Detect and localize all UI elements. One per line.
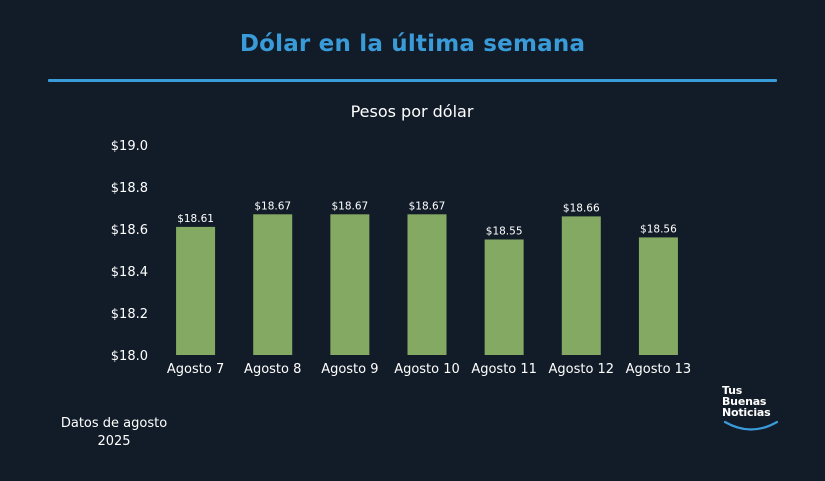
y-tick-label: $18.6 — [111, 223, 148, 238]
x-axis: Agosto 7 Agosto 8 Agosto 9 Agosto 10 Agosto … — [167, 362, 691, 377]
value-labels: $18.61 $18.67 $18.67 $18.67 $18.55 $18.66 $18.… — [177, 200, 677, 237]
bar-value-label: $18.67 — [254, 200, 291, 212]
bar-value-label: $18.67 — [409, 200, 446, 212]
y-tick-label: $18.2 — [111, 307, 148, 322]
logo-line-1: Tus — [722, 384, 743, 397]
smile-icon — [723, 420, 779, 431]
bar-value-label: $18.55 — [486, 226, 523, 238]
bar — [176, 226, 216, 355]
bar — [407, 214, 447, 355]
bar — [638, 237, 678, 355]
x-tick-label: Agosto 12 — [548, 362, 614, 377]
x-tick-label: Agosto 8 — [244, 362, 301, 377]
y-axis: $18.0 $18.2 $18.4 $18.6 $18.8 $19.0 — [111, 139, 148, 364]
bar-value-label: $18.56 — [640, 223, 677, 235]
y-tick-label: $18.8 — [111, 181, 148, 196]
x-tick-label: Agosto 7 — [167, 362, 224, 377]
brand-logo: Tus Buenas Noticias — [722, 385, 782, 435]
bar-series — [176, 214, 678, 355]
y-tick-label: $19.0 — [111, 139, 148, 154]
bar-value-label: $18.66 — [563, 202, 600, 214]
bar — [330, 214, 370, 355]
bar-value-label: $18.61 — [177, 213, 214, 225]
x-tick-label: Agosto 11 — [471, 362, 537, 377]
chart-title: Pesos por dólar — [351, 102, 474, 121]
title-divider — [48, 79, 777, 82]
bar-value-label: $18.67 — [331, 200, 368, 212]
bar — [561, 216, 601, 355]
y-tick-label: $18.0 — [111, 349, 148, 364]
page-title: Dólar en la última semana — [239, 31, 586, 57]
logo-line-2: Buenas — [722, 395, 767, 408]
footnote: Datos de agosto 2025 — [48, 415, 180, 451]
x-tick-label: Agosto 13 — [626, 362, 692, 377]
y-tick-label: $18.4 — [111, 265, 148, 280]
bar — [253, 214, 293, 355]
x-tick-label: Agosto 9 — [321, 362, 378, 377]
x-tick-label: Agosto 10 — [394, 362, 460, 377]
bar — [484, 239, 524, 355]
footnote-line-2: 2025 — [97, 434, 131, 449]
logo-line-3: Noticias — [722, 406, 771, 419]
footnote-line-1: Datos de agosto — [60, 416, 168, 431]
